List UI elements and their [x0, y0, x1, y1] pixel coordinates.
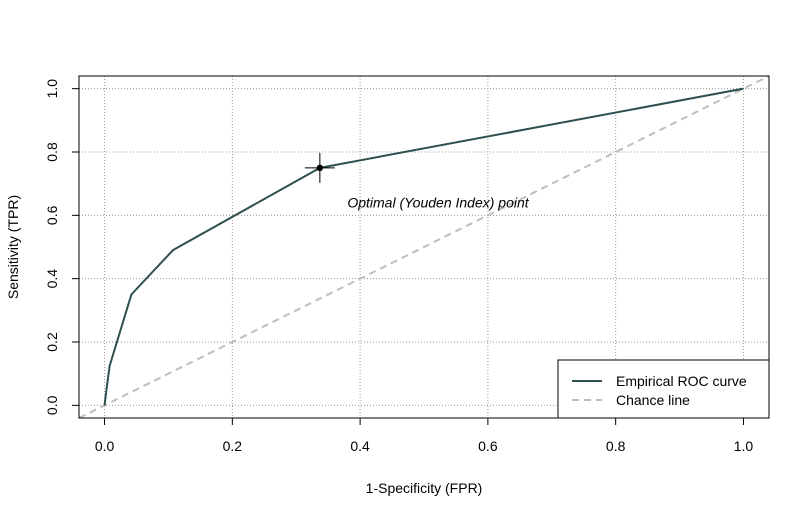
x-tick-label-5: 1.0	[734, 438, 754, 454]
optimal-point-annotation: Optimal (Youden Index) point	[347, 195, 529, 211]
x-axis-title: 1-Specificity (FPR)	[366, 480, 483, 496]
y-axis-title: Sensitivity (TPR)	[5, 195, 21, 299]
legend: Empirical ROC curve Chance line	[557, 359, 770, 419]
y-tick-label-4: 0.8	[44, 142, 60, 162]
chance-line-layer	[78, 75, 770, 419]
legend-label-roc: Empirical ROC curve	[616, 373, 747, 389]
y-tick-label-2: 0.4	[44, 269, 60, 289]
y-tick-label-5: 1.0	[44, 79, 60, 99]
grid-lines	[79, 76, 769, 418]
y-tick-label-3: 0.6	[44, 205, 60, 225]
y-tick-label-0: 0.0	[44, 395, 60, 415]
x-tick-label-2: 0.4	[350, 438, 370, 454]
x-axis: 0.0 0.2 0.4 0.6 0.8 1.0	[95, 418, 754, 454]
x-tick-label-4: 0.8	[606, 438, 626, 454]
x-tick-label-3: 0.6	[478, 438, 498, 454]
x-tick-label-0: 0.0	[95, 438, 115, 454]
optimal-point-marker	[316, 164, 324, 172]
plot-frame	[78, 75, 770, 419]
chance-line	[78, 75, 770, 419]
optimal-point-layer	[304, 152, 335, 183]
legend-box	[557, 359, 770, 419]
y-axis: 0.0 0.2 0.4 0.6 0.8 1.0	[44, 79, 79, 415]
y-tick-label-1: 0.2	[44, 332, 60, 352]
legend-label-chance: Chance line	[616, 392, 690, 408]
x-tick-label-1: 0.2	[223, 438, 243, 454]
